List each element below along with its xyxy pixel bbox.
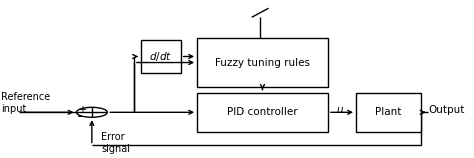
Text: Error
signal: Error signal — [101, 132, 130, 154]
Bar — [197, 38, 328, 87]
Text: Reference
input: Reference input — [0, 92, 50, 114]
Text: $u$: $u$ — [336, 105, 344, 115]
Text: $d/dt$: $d/dt$ — [149, 50, 173, 63]
Text: Output: Output — [428, 105, 465, 115]
Text: −: − — [77, 112, 86, 122]
Text: +: + — [78, 105, 86, 115]
Text: Plant: Plant — [375, 107, 402, 117]
Bar — [141, 40, 181, 73]
Text: PID controller: PID controller — [227, 107, 298, 117]
Bar — [356, 93, 421, 132]
Text: Fuzzy tuning rules: Fuzzy tuning rules — [215, 58, 310, 67]
Bar — [197, 93, 328, 132]
